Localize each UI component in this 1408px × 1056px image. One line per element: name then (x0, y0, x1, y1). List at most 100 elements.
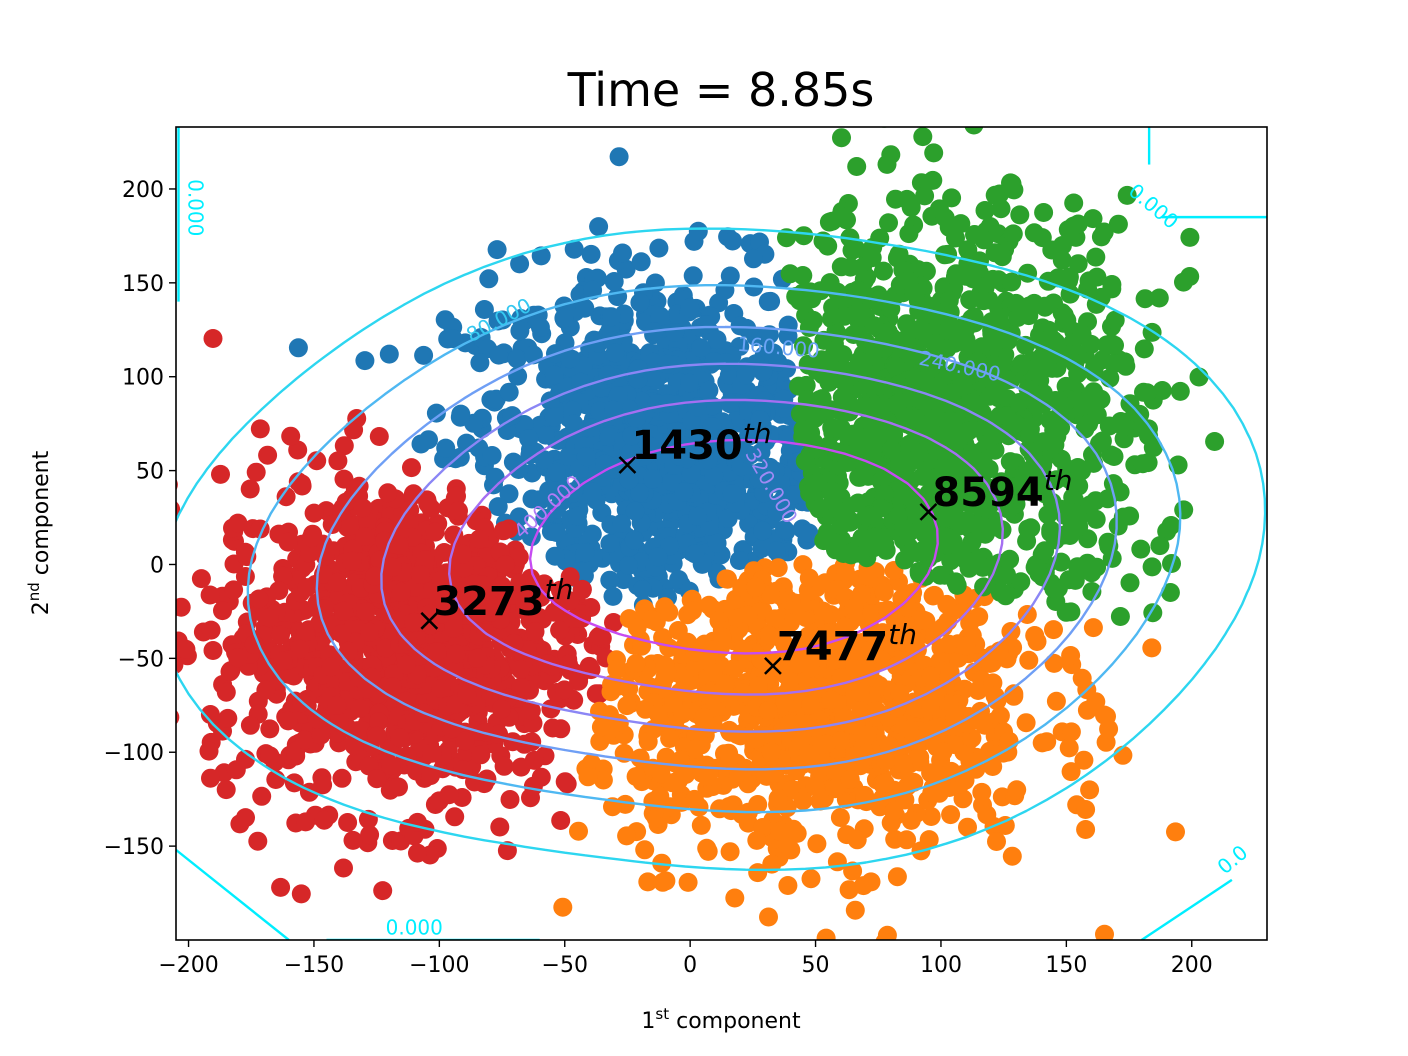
scatter-point (799, 318, 819, 337)
scatter-point (809, 499, 829, 519)
scatter-point (831, 418, 851, 438)
scatter-point (847, 830, 867, 850)
scatter-point (856, 506, 876, 526)
scatter-point (724, 659, 744, 679)
scatter-point (1135, 289, 1155, 309)
scatter-point (1166, 822, 1185, 842)
scatter-point (756, 327, 776, 347)
scatter-point (658, 394, 678, 414)
scatter-point (540, 391, 560, 411)
scatter-series (288, 147, 819, 615)
scatter-point (350, 698, 370, 718)
scatter-point (990, 582, 1010, 602)
scatter-point (1068, 214, 1088, 234)
scatter-point (941, 805, 961, 825)
scatter-point (1044, 653, 1064, 673)
scatter-point (617, 826, 637, 846)
scatter-point (930, 565, 950, 585)
scatter-point (875, 773, 895, 793)
scatter-point (710, 429, 730, 449)
scatter-point (203, 641, 223, 660)
scatter-point (890, 684, 910, 703)
scatter-point (800, 282, 820, 302)
scatter-point (816, 734, 836, 754)
scatter-point (830, 808, 850, 827)
scatter-point (845, 900, 865, 920)
scatter-point (106, 522, 125, 541)
scatter-point (787, 654, 807, 674)
scatter-point (698, 766, 718, 786)
scatter-point (761, 291, 781, 311)
scatter-point (454, 558, 474, 578)
scatter-point (896, 450, 915, 470)
scatter-point (832, 128, 851, 148)
scatter-point (1035, 297, 1055, 317)
scatter-point (278, 532, 298, 552)
scatter-point (1133, 454, 1153, 474)
scatter-point (732, 578, 752, 598)
scatter-point (334, 436, 354, 456)
scatter-point (725, 888, 745, 908)
scatter-point (472, 575, 492, 595)
scatter-point (1002, 272, 1022, 292)
scatter-point (650, 306, 670, 326)
scatter-point (146, 495, 165, 514)
scatter-point (746, 577, 766, 597)
scatter-point (746, 729, 766, 749)
scatter-point (479, 269, 499, 289)
scatter-point (492, 699, 511, 719)
scatter-point (431, 679, 451, 699)
scatter-point (494, 756, 514, 776)
y-tick-label: 200 (122, 178, 164, 203)
scatter-point (965, 225, 984, 244)
scatter-point (201, 768, 220, 788)
scatter-point (604, 272, 624, 291)
scatter-point (984, 355, 1004, 374)
scatter-point (252, 786, 272, 806)
scatter-point (353, 498, 373, 518)
scatter-point (805, 777, 825, 796)
scatter-point (821, 481, 841, 501)
y-tick-label: 100 (122, 366, 164, 391)
scatter-point (1095, 705, 1114, 725)
scatter-point (805, 408, 825, 428)
scatter-point (389, 777, 408, 797)
scatter-point (880, 127, 889, 128)
scatter-point (510, 573, 529, 593)
scatter-point (799, 523, 819, 543)
scatter-point (839, 880, 859, 900)
scatter-point (367, 726, 387, 746)
scatter-point (758, 701, 778, 721)
scatter-point (638, 872, 658, 892)
y-axis-label: 2nd component (25, 450, 54, 615)
scatter-point (470, 353, 490, 373)
scatter-point (235, 542, 255, 562)
scatter-point (740, 445, 760, 465)
scatter-layer (106, 127, 1309, 940)
scatter-point (842, 282, 862, 302)
scatter-point (604, 400, 623, 420)
scatter-point (550, 620, 570, 640)
scatter-point (1037, 732, 1057, 752)
scatter-point (315, 546, 335, 566)
scatter-point (531, 490, 551, 510)
scatter-point (1007, 780, 1027, 800)
scatter-point (1290, 758, 1309, 777)
scatter-point (1076, 800, 1096, 819)
scatter-point (956, 266, 976, 286)
scatter-point (759, 907, 778, 927)
scatter-point (600, 570, 620, 590)
scatter-point (613, 243, 632, 263)
scatter-point (855, 789, 875, 809)
scatter-point (821, 690, 841, 710)
scatter-point (655, 655, 675, 675)
scatter-point (340, 516, 360, 536)
scatter-point (849, 467, 869, 487)
scatter-point (930, 717, 950, 737)
scatter-point (608, 386, 628, 406)
scatter-point (534, 450, 554, 470)
scatter-point (436, 438, 456, 458)
scatter-point (669, 446, 689, 466)
scatter-point (775, 520, 794, 540)
scatter-point (778, 876, 798, 895)
